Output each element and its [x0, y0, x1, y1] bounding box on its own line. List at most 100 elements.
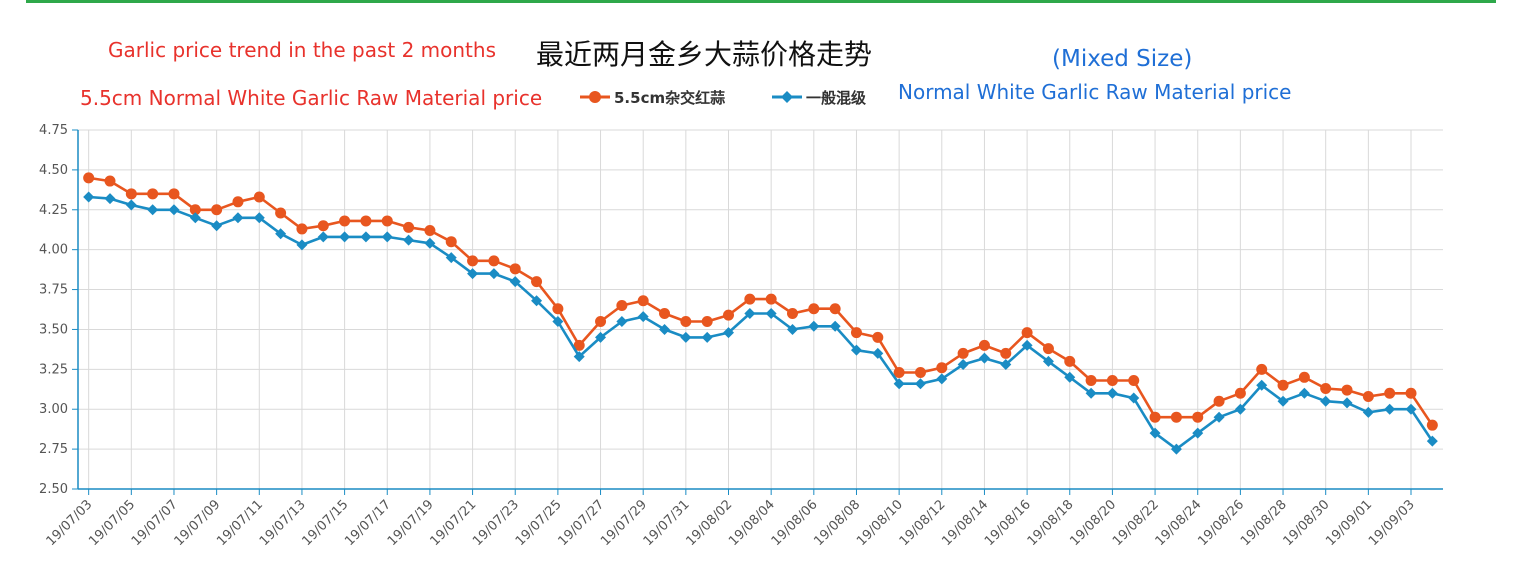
- series-2-point: [808, 320, 820, 332]
- series-1-point: [659, 307, 671, 319]
- series-2-point: [936, 373, 948, 385]
- y-tick-label: 3.00: [39, 402, 68, 417]
- y-tick-label: 2.75: [39, 442, 68, 457]
- series-2-point: [765, 307, 777, 319]
- series-1-point: [701, 315, 713, 327]
- series-1-point: [765, 293, 777, 305]
- series-2-point: [125, 199, 137, 211]
- series-2-point: [1341, 397, 1353, 409]
- series-2: [83, 191, 1438, 455]
- series-1-point: [509, 263, 521, 275]
- legend-item-series2[interactable]: 一般混级: [772, 87, 866, 107]
- y-tick-label: 3.50: [39, 322, 68, 337]
- series-1-point: [914, 367, 926, 379]
- english-title-annotation: Garlic price trend in the past 2 months: [108, 38, 496, 62]
- series-1-point: [253, 191, 265, 203]
- series-1-point: [850, 327, 862, 339]
- series-2-point: [1213, 411, 1225, 423]
- series-2-point: [168, 204, 180, 216]
- series-1-point: [573, 339, 585, 351]
- series-1-point: [786, 307, 798, 319]
- series-1-point: [467, 255, 479, 267]
- series-2-point: [872, 347, 884, 359]
- series-1-point: [1170, 411, 1182, 423]
- series-2-point: [659, 323, 671, 335]
- series-2-point: [104, 193, 116, 205]
- series-1-point: [232, 196, 244, 208]
- series-2-point: [253, 212, 265, 224]
- series-2-point: [616, 315, 628, 327]
- series-1-point: [531, 276, 543, 288]
- series2-english-annotation: Normal White Garlic Raw Material price: [898, 80, 1292, 104]
- series-2-point: [531, 295, 543, 307]
- series-2-point: [957, 359, 969, 371]
- series-2-point: [701, 331, 713, 343]
- series-2-point: [573, 351, 585, 363]
- series-1-point: [147, 188, 159, 200]
- series-1-point: [1128, 375, 1140, 387]
- series-2-point: [829, 320, 841, 332]
- series-2-point: [1426, 435, 1438, 447]
- series-1-point: [829, 303, 841, 315]
- series-1-point: [893, 367, 905, 379]
- series-2-point: [1042, 355, 1054, 367]
- series-1-point: [957, 347, 969, 359]
- series-1-point: [1362, 390, 1374, 402]
- series-1-point: [1320, 382, 1332, 394]
- y-tick-label: 4.00: [39, 243, 68, 258]
- series-1-point: [872, 331, 884, 343]
- series-1-point: [1149, 411, 1161, 423]
- series-1-point: [445, 236, 457, 248]
- series-2-point: [232, 212, 244, 224]
- series-1-line: [88, 176, 1434, 426]
- series-2-point: [1149, 427, 1161, 439]
- series-1-point: [1234, 387, 1246, 399]
- series-2-point: [1320, 395, 1332, 407]
- series-2-point: [296, 239, 308, 251]
- series-1-point: [296, 223, 308, 235]
- series-1-point: [1106, 375, 1118, 387]
- series-1-point: [1341, 384, 1353, 396]
- series-1-point: [637, 295, 649, 307]
- series-2-point: [1362, 406, 1374, 418]
- series-1-point: [680, 315, 692, 327]
- series-2-point: [381, 231, 393, 243]
- series-2-line: [88, 195, 1434, 451]
- series-1-point: [381, 215, 393, 227]
- series-2-point: [1277, 395, 1289, 407]
- series-2-point: [467, 268, 479, 280]
- series-1-point: [168, 188, 180, 200]
- series-2-point: [339, 231, 351, 243]
- series-1-point: [744, 293, 756, 305]
- series-2-point: [1021, 339, 1033, 351]
- series-1-point: [1384, 387, 1396, 399]
- series-2-point: [1298, 387, 1310, 399]
- legend-swatch-circle-icon: [580, 91, 610, 103]
- grid-lines: 2.50 2.75 3.00 3.25 3.50 3.75 4.00 4.25 4.50 4.75…: [39, 123, 1443, 549]
- series-1-point: [1192, 411, 1204, 423]
- series-1-point: [189, 204, 201, 216]
- series-2-point: [445, 252, 457, 264]
- series-1-point: [211, 204, 223, 216]
- y-tick-label: 4.25: [39, 203, 68, 218]
- series-1-point: [1021, 327, 1033, 339]
- series-2-point: [786, 323, 798, 335]
- y-tick-label: 3.75: [39, 283, 68, 298]
- legend-swatch-diamond-icon: [772, 91, 802, 103]
- series-2-point: [317, 231, 329, 243]
- series-1-point: [936, 362, 948, 374]
- series-1-point: [339, 215, 351, 227]
- series-1-point: [424, 225, 436, 237]
- legend-item-series1[interactable]: 5.5cm杂交红蒜: [580, 87, 725, 107]
- y-tick-label: 2.50: [39, 482, 68, 497]
- series-2-point: [1405, 403, 1417, 415]
- series-2-point: [595, 331, 607, 343]
- y-tick-label: 4.75: [39, 123, 68, 138]
- series1-english-annotation: 5.5cm Normal White Garlic Raw Material p…: [80, 86, 543, 110]
- series-2-point: [488, 268, 500, 280]
- series-1-point: [595, 315, 607, 327]
- series-2-point: [83, 191, 95, 203]
- series-1-point: [83, 172, 95, 184]
- series-1-point: [1000, 347, 1012, 359]
